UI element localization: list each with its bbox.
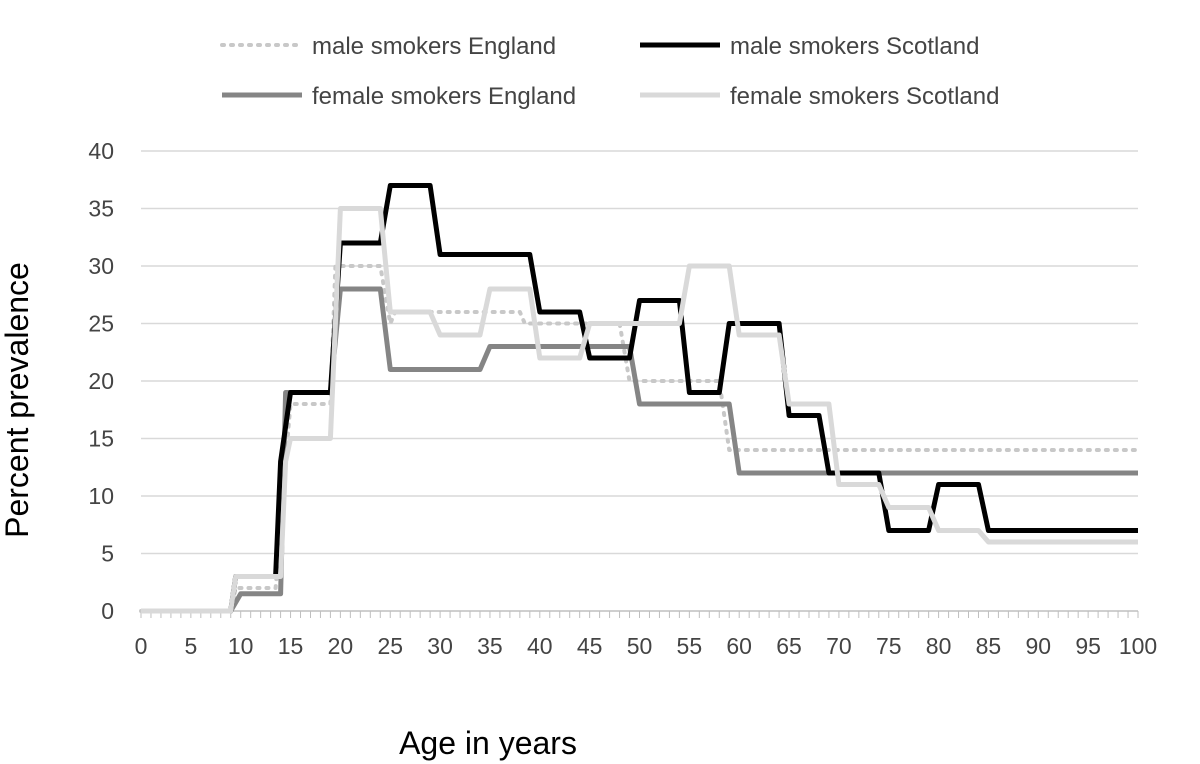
y-tick-label: 0 — [101, 598, 114, 624]
series-line-female-smokers-england — [141, 286, 1138, 614]
y-tick-label: 10 — [88, 483, 114, 509]
x-tick-label: 5 — [184, 633, 197, 659]
y-tick-label: 5 — [101, 541, 114, 567]
x-tick-label: 20 — [328, 633, 354, 659]
legend-label: female smokers England — [312, 83, 576, 110]
x-tick-label: 70 — [826, 633, 852, 659]
x-tick-label: 95 — [1075, 633, 1101, 659]
legend-label: male smokers England — [312, 33, 556, 60]
gridlines — [141, 150, 1138, 555]
x-tick-label: 100 — [1119, 633, 1157, 659]
x-tick-label: 65 — [776, 633, 802, 659]
legend: male smokers England male smokers Scotlan… — [220, 33, 999, 110]
x-tick-label: 50 — [627, 633, 653, 659]
x-tick-label: 85 — [976, 633, 1002, 659]
x-axis-title: Age in years — [399, 725, 577, 761]
x-tick-label: 15 — [278, 633, 304, 659]
x-tick-label: 60 — [726, 633, 752, 659]
x-tick-label: 45 — [577, 633, 603, 659]
x-tick-label: 30 — [427, 633, 453, 659]
y-tick-label: 35 — [88, 196, 114, 222]
y-axis-ticks: 0 5 10 15 20 25 30 35 40 — [88, 138, 114, 624]
x-tick-label: 90 — [1026, 633, 1052, 659]
series-line-male-smokers-scotland — [141, 183, 1138, 614]
legend-label: male smokers Scotland — [730, 33, 979, 60]
legend-label: female smokers Scotland — [730, 83, 999, 110]
x-tick-label: 0 — [135, 633, 148, 659]
x-tick-label: 10 — [228, 633, 254, 659]
x-tick-label: 80 — [926, 633, 952, 659]
y-axis-title: Percent prevalence — [0, 262, 35, 538]
y-tick-label: 40 — [88, 138, 114, 164]
x-axis-tick-marks — [140, 611, 1139, 618]
x-tick-label: 25 — [377, 633, 403, 659]
y-tick-label: 30 — [88, 253, 114, 279]
x-tick-label: 55 — [677, 633, 703, 659]
series-lines — [139, 183, 1140, 614]
y-tick-label: 15 — [88, 426, 114, 452]
y-tick-label: 25 — [88, 311, 114, 337]
x-tick-label: 40 — [527, 633, 553, 659]
x-tick-label: 35 — [477, 633, 503, 659]
y-tick-label: 20 — [88, 368, 114, 394]
x-axis-ticks: 0 5 10 15 20 25 30 35 40 45 50 55 60 65 70 75 80 85 90 95 10… — [135, 633, 1158, 659]
x-tick-label: 75 — [876, 633, 902, 659]
series-line-female-smokers-scotland — [141, 206, 1138, 614]
